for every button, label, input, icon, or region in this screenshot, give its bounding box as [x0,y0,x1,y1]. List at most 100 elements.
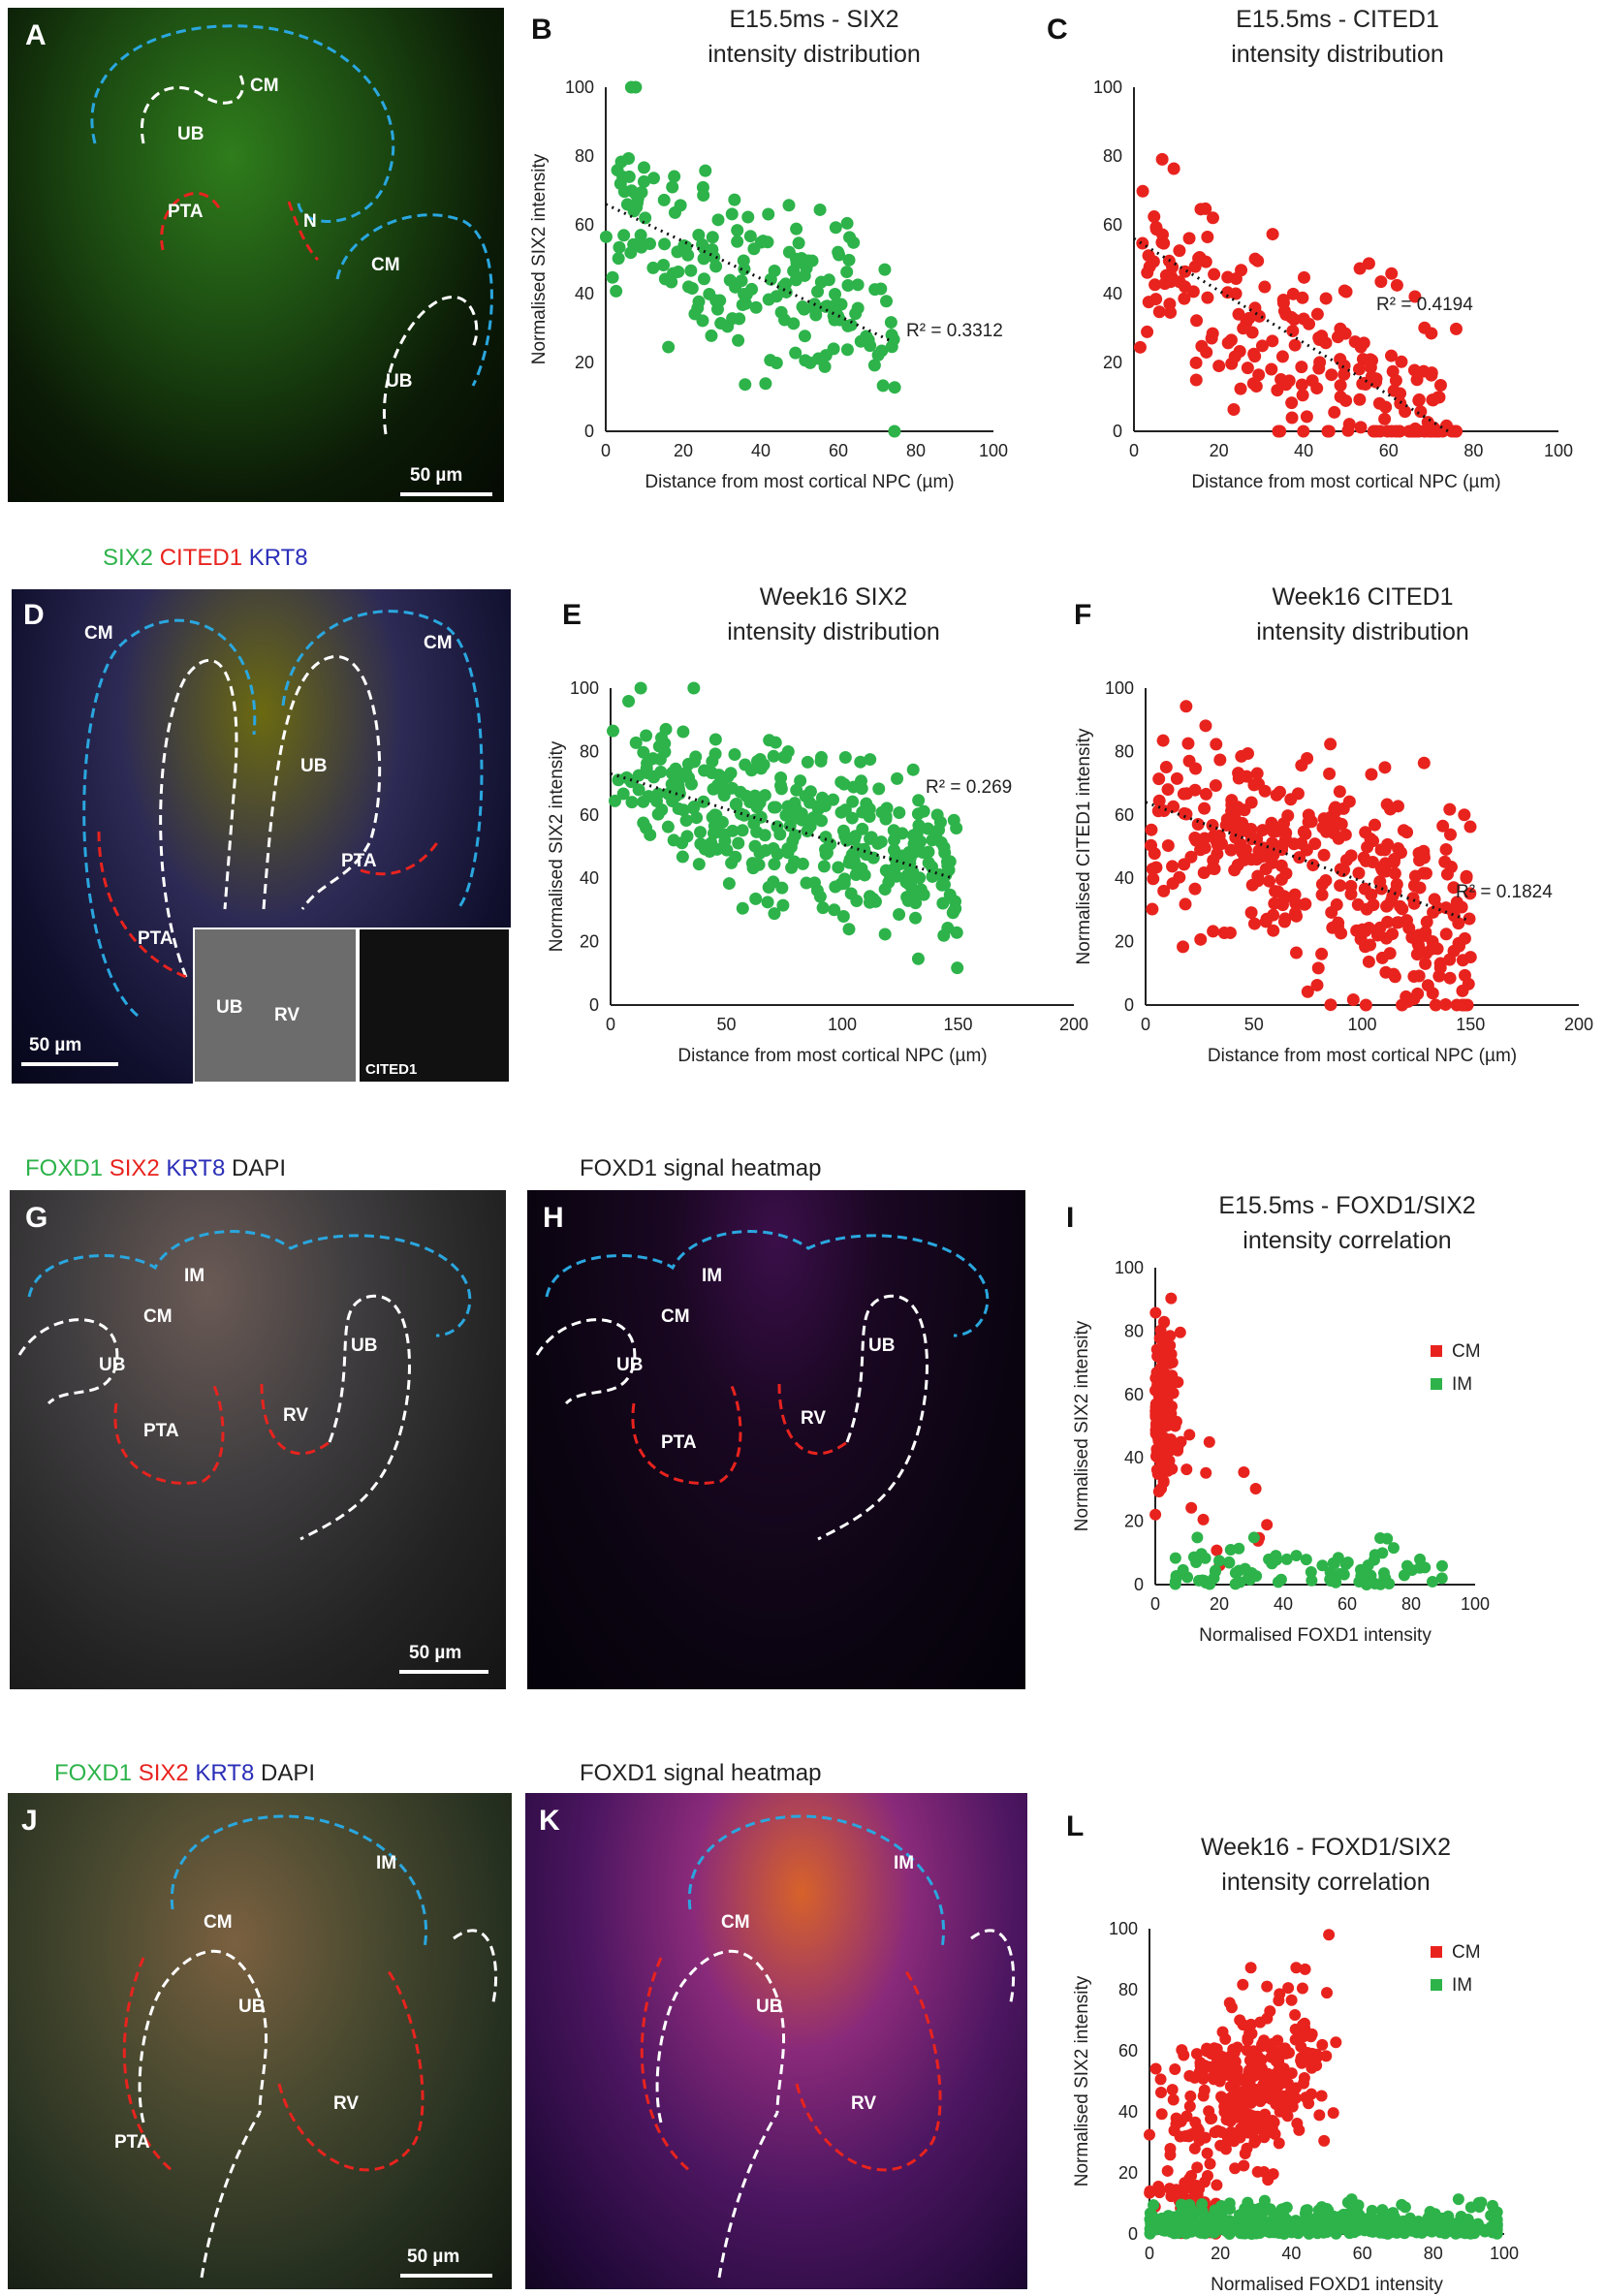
data-point [841,279,855,293]
data-point [878,928,892,941]
data-point [666,180,679,194]
data-point [616,787,630,801]
data-point [1180,700,1193,713]
data-point [722,877,736,891]
data-point [1225,2001,1238,2014]
data-point [795,806,808,820]
trend-line [1145,801,1467,922]
data-point [774,771,788,784]
scale-bar-j [400,2274,492,2278]
y-axis-label: Normalised SIX2 intensity [529,153,550,364]
data-point [1210,738,1223,751]
data-point [694,826,708,839]
data-point [1419,425,1432,438]
data-point [1444,861,1458,874]
data-point [1251,2050,1264,2062]
y-tick-label: 60 [1103,215,1122,235]
data-point [1310,978,1324,991]
data-point [1287,313,1301,327]
data-point [1412,969,1426,983]
data-point [1276,297,1290,310]
x-tick-label: 40 [1274,1594,1293,1614]
data-point [1334,353,1347,366]
data-point [872,782,886,796]
region-pta-j: PTA [114,2132,150,2153]
data-point [1396,998,1409,1012]
data-point [1241,2044,1253,2057]
region-rv-j: RV [333,2093,360,2114]
data-point [1172,1444,1184,1457]
data-point [1272,425,1285,438]
data-point [1280,2107,1293,2120]
data-point [681,280,695,294]
data-point [1234,2014,1246,2027]
data-point [1315,888,1329,901]
data-point [1261,2124,1274,2137]
data-point [1183,1429,1196,1441]
data-point [747,817,761,831]
data-point [936,896,950,910]
data-point [832,245,845,259]
data-point [1452,917,1465,930]
data-point [1182,232,1196,245]
data-point [1364,833,1377,846]
data-point [1167,162,1180,175]
data-point [1161,838,1175,852]
data-point [697,272,710,286]
data-point [1344,849,1358,863]
data-point [1233,2209,1245,2221]
data-point [1224,1543,1237,1556]
data-point [749,300,763,314]
region-rv-h: RV [801,1408,827,1429]
data-point [921,822,934,835]
data-point [868,895,882,908]
data-point [871,348,885,362]
data-point [1229,2162,1242,2175]
data-point [838,750,852,764]
data-point [1277,2226,1290,2239]
data-point [1201,2042,1213,2055]
data-point [757,758,771,771]
data-point [741,210,755,224]
data-point [1301,2204,1313,2217]
data-point [842,923,856,936]
data-point [1379,931,1393,945]
data-point [855,862,868,875]
data-point [912,794,926,807]
data-point [1426,1575,1438,1588]
data-point [1146,902,1159,916]
data-point [1160,1407,1173,1420]
data-point [728,747,741,761]
data-point [1163,1357,1176,1369]
region-im-k: IM [894,1853,915,1873]
data-point [739,378,752,392]
data-point [1359,998,1372,1012]
data-point [1420,947,1433,960]
panel-label-e: E [562,599,582,631]
data-point [647,771,661,784]
data-point [1244,1962,1257,1974]
data-point [1373,875,1387,889]
r-squared-label: R² = 0.1824 [1456,882,1553,902]
legend-j: FOXD1 SIX2 KRT8 DAPI [54,1760,315,1787]
legend-swatch-cm [1431,1946,1442,1958]
region-pta-h: PTA [661,1432,697,1453]
data-point [1156,734,1170,747]
data-point [1390,877,1403,891]
data-point [744,764,758,777]
data-point [1240,315,1253,329]
x-tick-label: 60 [829,441,848,460]
data-point [745,282,759,296]
data-point [1313,2109,1326,2122]
data-point [697,795,710,808]
data-point [1318,2134,1331,2147]
data-point [1290,1962,1303,1974]
data-point [792,236,805,250]
data-point [1449,322,1463,335]
data-point [1200,345,1213,359]
data-point [686,802,700,815]
data-point [930,808,944,822]
data-point [1270,825,1283,838]
data-point [708,747,722,761]
data-point [671,245,684,259]
